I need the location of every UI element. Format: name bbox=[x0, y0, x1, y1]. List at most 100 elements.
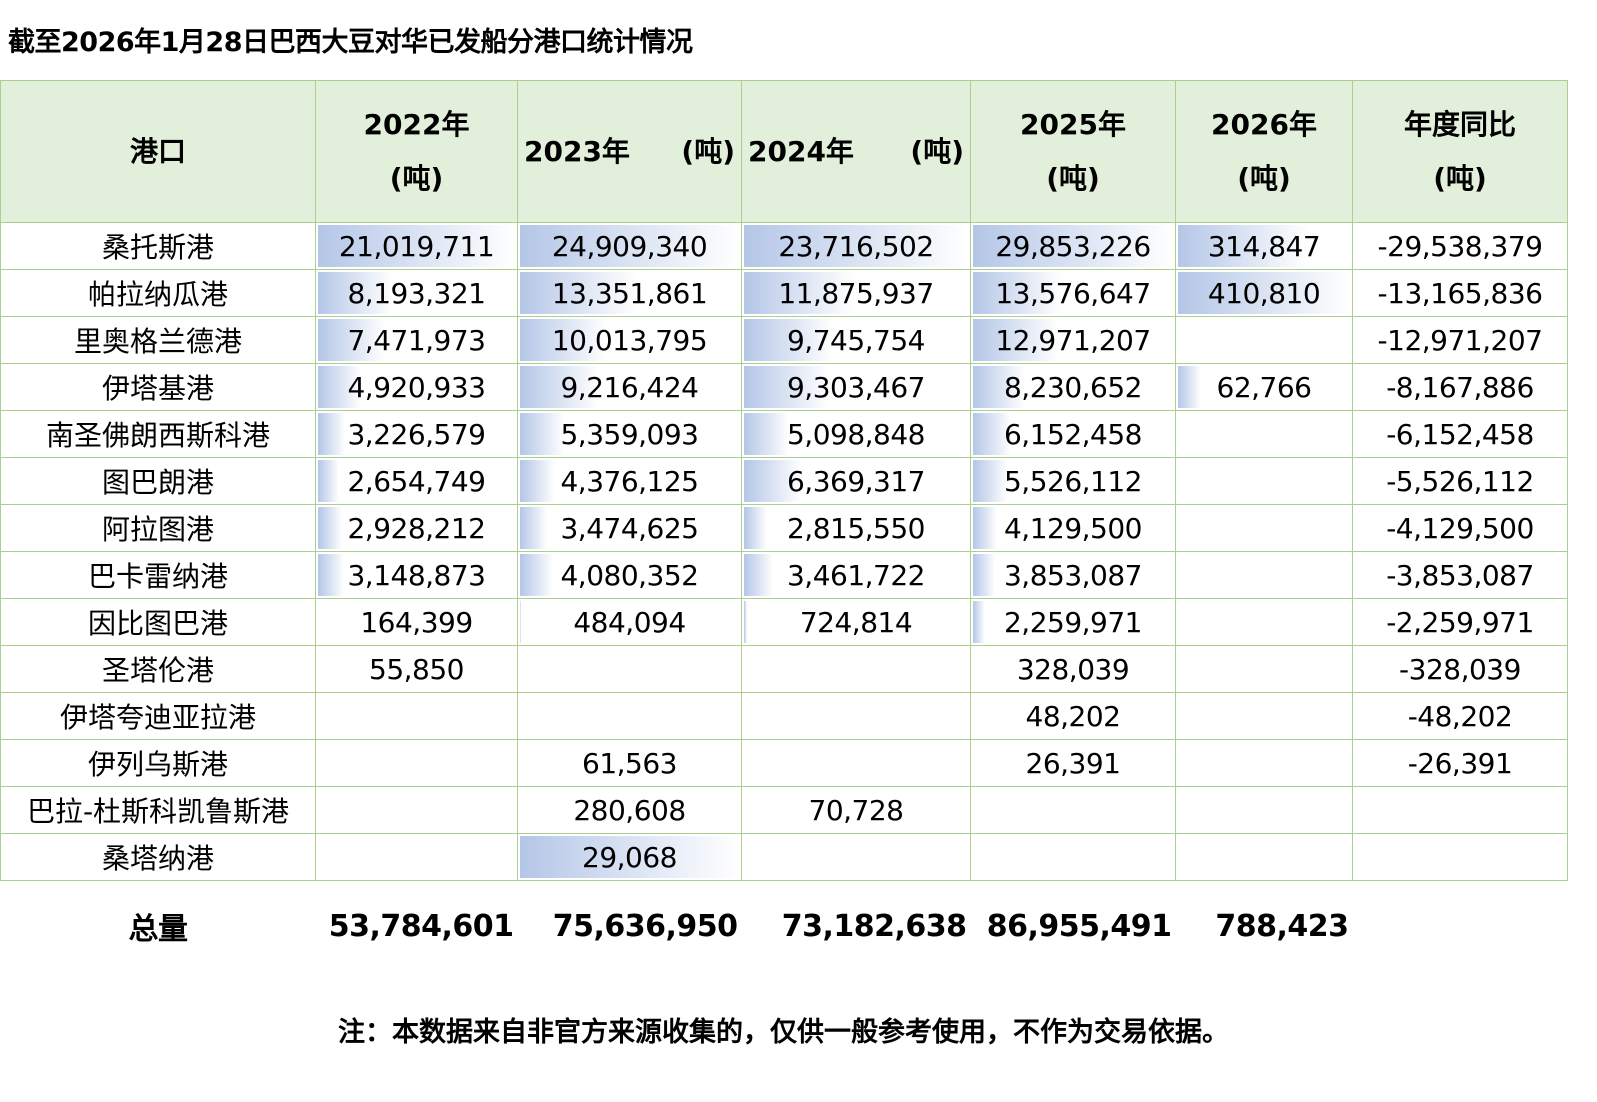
value-cell: 724,814 bbox=[741, 598, 971, 646]
value-cell: 24,909,340 bbox=[517, 222, 742, 270]
data-bar bbox=[1178, 272, 1350, 314]
value-cell: 3,148,873 bbox=[315, 551, 518, 599]
data-bar bbox=[973, 554, 996, 596]
data-bar bbox=[520, 460, 556, 502]
table-row: 图巴朗港 2,654,749 4,376,125 6,369,317 5,526,112… bbox=[0, 457, 1568, 505]
data-bar bbox=[520, 319, 606, 361]
table-row: 伊列乌斯港 61,563 26,391 -26,391 bbox=[0, 739, 1568, 787]
disclaimer-note: 注：本数据来自非官方来源收集的，仅供一般参考使用，不作为交易依据。 bbox=[338, 1017, 1229, 1048]
header-col-1: 2022年 (吨) bbox=[315, 80, 518, 223]
data-bar bbox=[318, 554, 345, 596]
total-value: 788,423 bbox=[1215, 908, 1349, 944]
yoy-cell: -5,526,112 bbox=[1352, 457, 1568, 505]
data-bar bbox=[520, 413, 564, 455]
data-bar bbox=[744, 413, 790, 455]
total-row: 总量 53,784,601 75,636,950 73,182,638 86,955,4… bbox=[1, 881, 1568, 972]
value-cell: 5,098,848 bbox=[741, 410, 971, 458]
yoy-cell: -12,971,207 bbox=[1352, 316, 1568, 364]
value-cell bbox=[1175, 551, 1353, 599]
data-bar bbox=[520, 507, 547, 549]
table-row: 桑塔纳港 29,068 bbox=[0, 833, 1568, 881]
total-value: 73,182,638 bbox=[781, 908, 967, 944]
data-bar bbox=[973, 272, 1062, 314]
page-title: 截至2026年1月28日巴西大豆对华已发船分港口统计情况 bbox=[8, 27, 693, 58]
value-cell bbox=[315, 786, 518, 834]
table-row: 圣塔伦港 55,850 328,039 -328,039 bbox=[0, 645, 1568, 693]
value-cell bbox=[1175, 739, 1353, 787]
port-name: 伊塔基港 bbox=[0, 363, 316, 411]
header-year: 2026年 bbox=[1211, 107, 1317, 141]
value-cell: 26,391 bbox=[970, 739, 1176, 787]
value-cell: 328,039 bbox=[970, 645, 1176, 693]
value-cell: 4,376,125 bbox=[517, 457, 742, 505]
header-year: 年度同比 bbox=[1403, 107, 1516, 141]
value-cell: 2,928,212 bbox=[315, 504, 518, 552]
table-row: 里奥格兰德港 7,471,973 10,013,795 9,745,754 12,971… bbox=[0, 316, 1568, 364]
port-name: 图巴朗港 bbox=[0, 457, 316, 505]
value-cell bbox=[1175, 316, 1353, 364]
data-bar bbox=[1178, 366, 1201, 408]
value-cell: 5,526,112 bbox=[970, 457, 1176, 505]
table-row: 阿拉图港 2,928,212 3,474,625 2,815,550 4,129,500… bbox=[0, 504, 1568, 552]
header-unit: (吨) bbox=[1046, 161, 1100, 195]
value-cell: 23,716,502 bbox=[741, 222, 971, 270]
value-cell: 314,847 bbox=[1175, 222, 1353, 270]
header-year: 2024年 bbox=[748, 134, 854, 168]
port-name: 巴卡雷纳港 bbox=[0, 551, 316, 599]
yoy-cell: -2,259,971 bbox=[1352, 598, 1568, 646]
value-cell: 4,080,352 bbox=[517, 551, 742, 599]
value-cell: 55,850 bbox=[315, 645, 518, 693]
data-bar bbox=[744, 554, 774, 596]
port-name: 里奥格兰德港 bbox=[0, 316, 316, 364]
value-cell: 4,920,933 bbox=[315, 363, 518, 411]
total-value: 75,636,950 bbox=[552, 908, 738, 944]
value-cell: 13,576,647 bbox=[970, 269, 1176, 317]
data-bar bbox=[744, 507, 768, 549]
value-cell: 61,563 bbox=[517, 739, 742, 787]
total-value: 86,955,491 bbox=[986, 908, 1172, 944]
table-row: 巴卡雷纳港 3,148,873 4,080,352 3,461,722 3,853,08… bbox=[0, 551, 1568, 599]
value-cell bbox=[315, 833, 518, 881]
header-year: 港口 bbox=[129, 134, 186, 168]
value-cell bbox=[1175, 645, 1353, 693]
value-cell: 2,815,550 bbox=[741, 504, 971, 552]
table-row: 伊塔基港 4,920,933 9,216,424 9,303,467 8,230,652… bbox=[0, 363, 1568, 411]
data-bar bbox=[520, 554, 553, 596]
value-cell bbox=[1175, 692, 1353, 740]
data-bar bbox=[973, 366, 1026, 408]
port-name: 伊塔夸迪亚拉港 bbox=[0, 692, 316, 740]
port-name: 帕拉纳瓜港 bbox=[0, 269, 316, 317]
port-name: 阿拉图港 bbox=[0, 504, 316, 552]
header-unit: (吨) bbox=[1433, 161, 1487, 195]
total-label: 总量 bbox=[128, 912, 189, 947]
data-bar bbox=[744, 460, 802, 502]
value-cell: 70,728 bbox=[741, 786, 971, 834]
yoy-cell: -48,202 bbox=[1352, 692, 1568, 740]
value-cell: 9,216,424 bbox=[517, 363, 742, 411]
yoy-cell: -328,039 bbox=[1352, 645, 1568, 693]
data-bar bbox=[318, 319, 386, 361]
value-cell: 484,094 bbox=[517, 598, 742, 646]
table-row: 帕拉纳瓜港 8,193,321 13,351,861 11,875,937 13,576… bbox=[0, 269, 1568, 317]
yoy-cell: -8,167,886 bbox=[1352, 363, 1568, 411]
data-bar bbox=[744, 225, 968, 267]
data-bar bbox=[1178, 225, 1309, 267]
header-col-2: 2023年 (吨) bbox=[517, 80, 742, 223]
value-cell bbox=[1175, 833, 1353, 881]
yoy-cell: -4,129,500 bbox=[1352, 504, 1568, 552]
header-unit: (吨) bbox=[910, 134, 964, 168]
value-cell: 164,399 bbox=[315, 598, 518, 646]
port-name: 桑托斯港 bbox=[0, 222, 316, 270]
header-year: 2022年 bbox=[363, 107, 470, 141]
value-cell bbox=[1175, 598, 1353, 646]
port-name: 桑塔纳港 bbox=[0, 833, 316, 881]
header-row: 港口 2022年 (吨) 2023年 (吨) 2024年 (吨) 2025年 (吨) 2026年 (… bbox=[0, 80, 1568, 223]
data-bar bbox=[318, 225, 515, 267]
data-bar bbox=[318, 366, 362, 408]
header-unit: (吨) bbox=[389, 161, 444, 195]
value-cell: 2,259,971 bbox=[970, 598, 1176, 646]
value-cell: 10,013,795 bbox=[517, 316, 742, 364]
data-bar bbox=[318, 272, 393, 314]
port-name: 伊列乌斯港 bbox=[0, 739, 316, 787]
data-bar bbox=[973, 601, 985, 643]
